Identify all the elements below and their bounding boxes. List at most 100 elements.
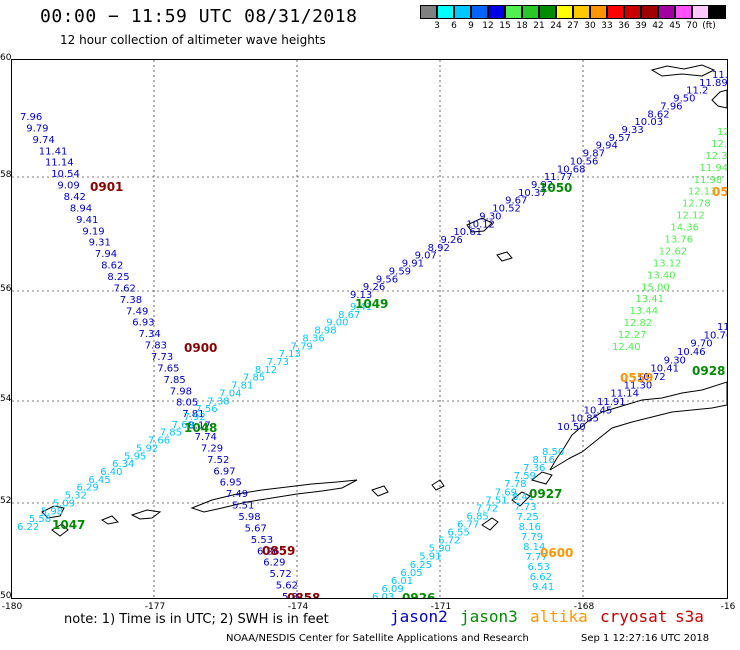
sat-jason2: jason2 [390,607,448,626]
swh-value: 10.46 [677,347,706,358]
sat-s3a: s3a [675,607,704,626]
swh-value: 5.92 [136,443,158,454]
swh-value: 5.62 [276,581,298,592]
swh-value: 9.33 [622,125,644,136]
swh-value: 5.72 [270,569,292,580]
sat-jason3: jason3 [460,607,518,626]
swh-value: 9.26 [363,282,385,293]
swh-value: 9.00 [326,318,348,329]
swh-value: 6.72 [438,536,460,547]
swh-value: 9.94 [596,141,618,152]
legend-label: 18 [516,21,528,31]
swh-value: 7.85 [160,428,182,439]
swh-value: 7.38 [120,295,142,306]
swh-value: 7.69 [495,487,517,498]
swh-value: 10.52 [492,204,521,215]
swh-value: 6.77 [457,520,479,531]
pass-time-label: 0900 [184,341,217,355]
swh-value: 8.36 [302,333,324,344]
swh-value: 6.62 [530,572,552,583]
swh-value: 5.98 [41,506,63,517]
legend-label: 3 [434,21,440,31]
swh-value: 8.17 [188,421,210,432]
pass-time-label: 055 [712,185,727,199]
swh-value: 5.67 [245,523,267,534]
swh-value: 6.45 [88,475,110,486]
legend-label: 45 [669,21,681,31]
color-legend [420,5,726,19]
coastline [511,491,531,507]
legend-swatch [692,5,709,19]
swh-value: 10.68 [557,164,586,175]
map-title: 00:00 − 11:59 UTC 08/31/2018 [40,6,358,27]
swh-value: 7.56 [195,404,217,415]
coastline [650,64,716,77]
swh-value: 6.26 [257,546,279,557]
legend-swatch [522,5,539,19]
coastline [371,485,389,497]
swh-value: 11.94 [700,163,728,174]
swh-value: 9.57 [609,133,631,144]
legend-swatch [471,5,488,19]
swh-value: 13.44 [630,306,659,317]
swh-value: 7.92 [184,412,206,423]
legend-label: 39 [635,21,647,31]
swh-value: 9.30 [664,355,686,366]
coastline [530,471,553,485]
swh-value: 10.41 [650,364,679,375]
coastline [41,505,65,519]
swh-value: 7.83 [145,341,167,352]
coastline [190,479,358,513]
legend-label: 27 [567,21,579,31]
swh-value: 7.98 [170,386,192,397]
pass-time-label: 0928 [692,364,725,378]
swh-value: 5.32 [65,491,87,502]
swh-value: 10.03 [634,117,663,128]
swh-value: 8.50 [542,447,564,458]
legend-swatch [641,5,658,19]
legend-swatch [505,5,522,19]
swh-value: 9.31 [89,238,111,249]
swh-value: 12.78 [682,199,711,210]
legend-swatch [624,5,641,19]
legend-label: 12 [482,21,494,31]
lon-label-177: -177 [144,602,166,612]
swh-value: 11.2 [686,86,708,97]
swh-value: 7.52 [207,455,229,466]
lat-label-54: 54 [0,394,12,404]
swh-value: 7.79 [291,341,313,352]
legend-swatch [607,5,624,19]
legend-swatch [437,5,454,19]
swh-value: 7.51 [485,495,507,506]
swh-value: 6.29 [263,558,285,569]
swh-value: 7.85 [243,373,265,384]
color-legend-labels: 3 6 9 12 15 18 21 24 27 30 33 36 39 42 45 70 (ft) [420,21,740,33]
lon-label-174: -174 [287,602,309,612]
swh-value: 9.92 [531,180,553,191]
swh-value: 5.91 [419,552,441,563]
legend-swatch [488,5,505,19]
swh-value: 6.53 [528,562,550,573]
swh-value: 7.96 [660,101,682,112]
legend-label: 33 [601,21,613,31]
lat-label-60: 60 [0,53,12,63]
swh-value: 13.40 [647,270,676,281]
swh-value: 7.96 [20,112,42,123]
swh-value: 5.90 [429,544,451,555]
swh-value: 12.14 [711,139,727,150]
swh-value: 8.12 [255,365,277,376]
legend-label: 6 [451,21,457,31]
swh-value: 8.41 [512,492,534,503]
swh-value: 9.19 [82,226,104,237]
swh-value: 12.62 [659,246,688,257]
swh-value: 7.72 [476,503,498,514]
swh-value: 7.78 [504,479,526,490]
legend-label: 9 [468,21,474,31]
coastline [431,479,445,491]
swh-value: 8.16 [533,455,555,466]
swh-value: 5.95 [124,451,146,462]
swh-value: 7.94 [95,249,117,260]
swh-value: 12.23 [717,127,727,138]
swh-value: 10.56 [570,156,599,167]
swh-value: 12.12 [676,211,705,222]
